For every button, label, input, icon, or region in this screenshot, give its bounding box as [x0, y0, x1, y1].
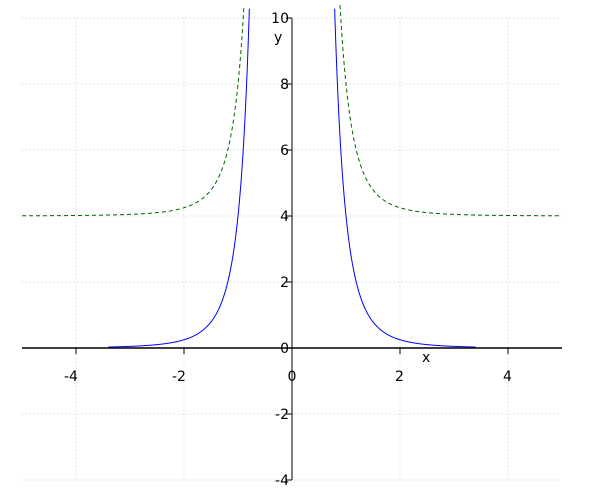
y-tick-label: 2 — [280, 275, 289, 291]
y-tick-label: -2 — [275, 407, 289, 423]
x-tick-label: -4 — [64, 369, 78, 385]
series-2-curve — [22, 5, 245, 217]
y-tick-label: 6 — [280, 143, 289, 159]
x-tick-label: 2 — [395, 369, 404, 385]
x-tick-label: 4 — [503, 369, 512, 385]
series-2-curve — [339, 5, 562, 217]
x-axis-label: x — [422, 350, 430, 366]
axes: -4 -2 0 2 4 -4 -2 0 2 4 6 8 10 — [22, 11, 562, 489]
grid — [22, 17, 562, 481]
y-tick-label: 8 — [280, 77, 289, 93]
curves — [22, 5, 562, 348]
y-tick-label: 10 — [271, 11, 289, 27]
y-tick-label: -4 — [275, 473, 289, 489]
series-1-curve — [108, 8, 250, 348]
y-tick-label: 0 — [280, 341, 289, 357]
x-tick-label: 0 — [288, 369, 297, 385]
x-tick-label: -2 — [172, 369, 186, 385]
y-tick-label: 4 — [280, 209, 289, 225]
series-1-curve — [334, 8, 476, 348]
y-axis-label: y — [274, 30, 282, 46]
